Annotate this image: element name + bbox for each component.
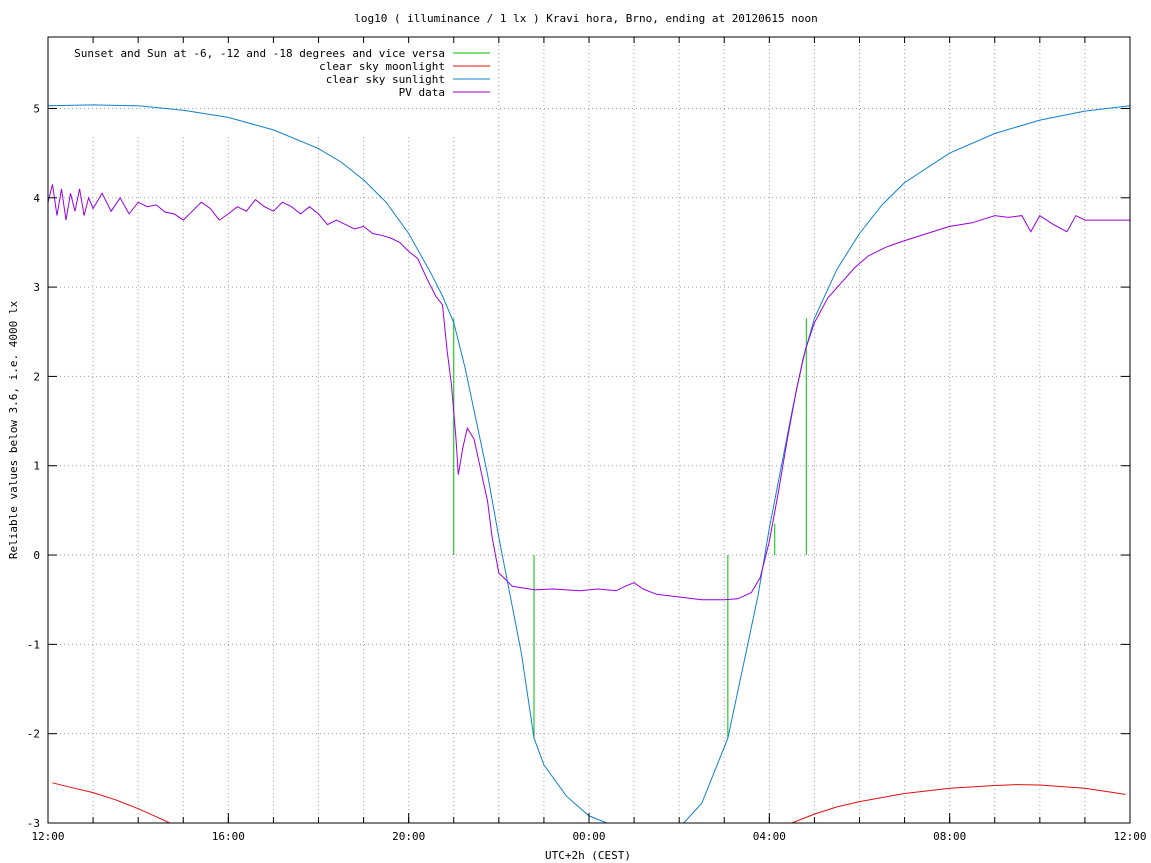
y-tick-label: -3	[27, 817, 40, 830]
x-tick-label: 00:00	[572, 830, 605, 843]
y-tick-label: -1	[27, 638, 40, 651]
y-axis-label: Reliable values below 3.6, i.e. 4000 lx	[7, 300, 20, 559]
x-tick-label: 16:00	[212, 830, 245, 843]
x-tick-label: 12:00	[1113, 830, 1146, 843]
x-axis-label: UTC+2h (CEST)	[545, 849, 631, 862]
plot-series	[48, 104, 1130, 823]
y-tick-label: 3	[33, 281, 40, 294]
y-tick-label: 2	[33, 370, 40, 383]
legend-label-clear-sky-sunlight: clear sky sunlight	[326, 73, 445, 86]
y-tick-label: -2	[27, 728, 40, 741]
series-line-clear-sky-moonlight	[791, 784, 1126, 823]
grid-lines	[48, 37, 1130, 823]
y-tick-label: 1	[33, 460, 40, 473]
legend-label-sunset-and-sun-at-6-12-and-18-degrees-and-vice-versa: Sunset and Sun at -6, -12 and -18 degree…	[74, 47, 445, 60]
series-line-pv-data	[48, 184, 1130, 601]
x-tick-label: 12:00	[31, 830, 64, 843]
y-tick-label: 5	[33, 102, 40, 115]
x-tick-label: 04:00	[753, 830, 786, 843]
chart-title: log10 ( illuminance / 1 lx ) Kravi hora,…	[354, 12, 818, 25]
legend-label-pv-data: PV data	[399, 86, 445, 99]
legend-label-clear-sky-moonlight: clear sky moonlight	[319, 60, 445, 73]
x-tick-label: 20:00	[392, 830, 425, 843]
series-line-clear-sky-sunlight	[683, 105, 1130, 823]
x-tick-label: 08:00	[933, 830, 966, 843]
series-line-clear-sky-sunlight	[48, 104, 608, 823]
y-tick-label: 0	[33, 549, 40, 562]
legend: Sunset and Sun at -6, -12 and -18 degree…	[74, 47, 490, 99]
axis-ticks: 12:00 16:00 20:00 00:00 04:00 08:00 12:00-3-2-…	[27, 37, 1147, 843]
series-line-clear-sky-moonlight	[52, 782, 170, 823]
y-tick-label: 4	[33, 192, 40, 205]
